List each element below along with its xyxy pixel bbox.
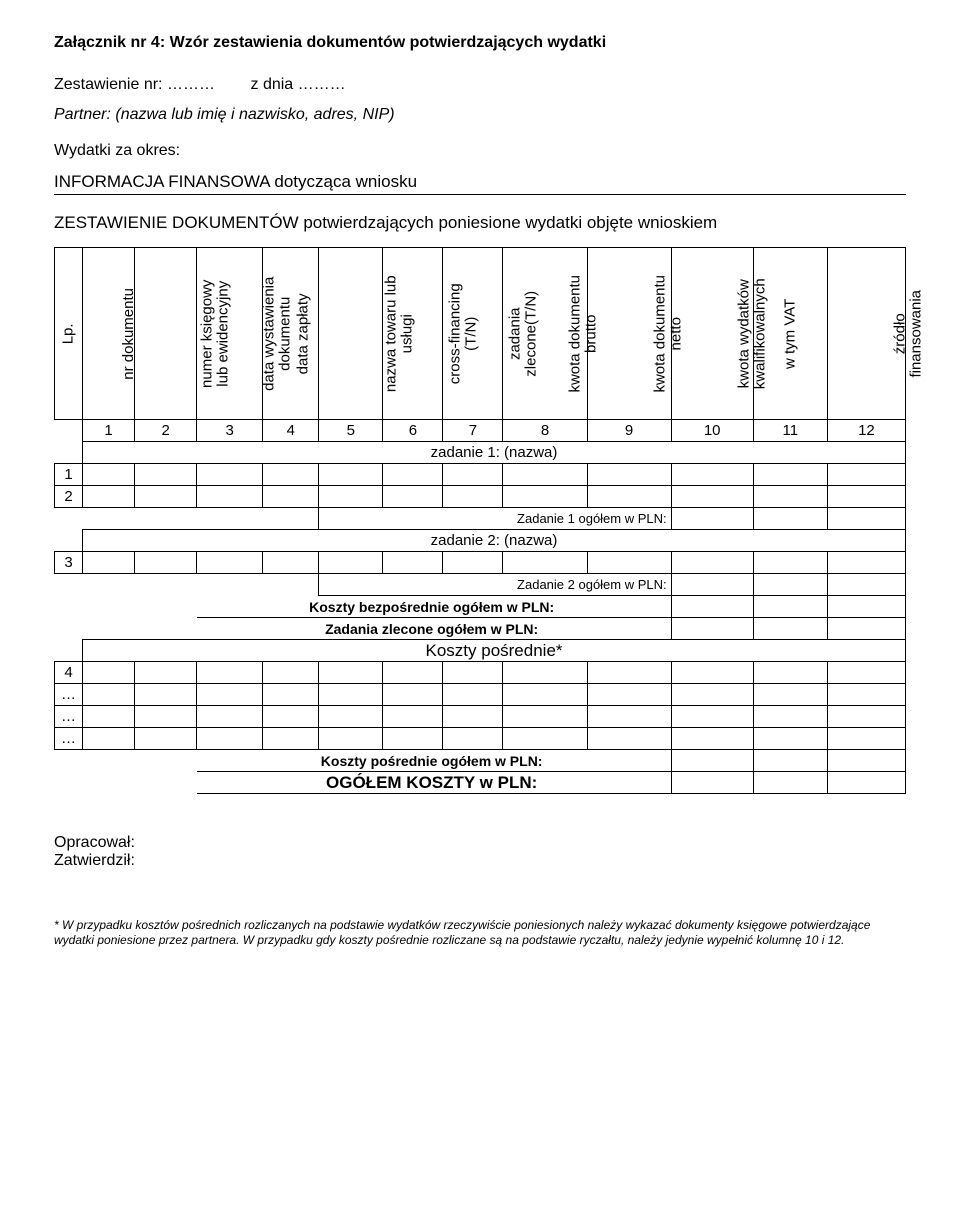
section-zadanie-1: zadanie 1: (nazwa) xyxy=(55,442,906,464)
section-zadanie-2: zadanie 2: (nazwa) xyxy=(55,530,906,552)
colnum: 8 xyxy=(503,420,587,442)
sum-ogolem: OGÓŁEM KOSZTY w PLN: xyxy=(55,772,906,794)
page: Załącznik nr 4: Wzór zestawienia dokumen… xyxy=(0,0,960,1223)
lp-cell: 2 xyxy=(55,486,83,508)
lp-cell: 1 xyxy=(55,464,83,486)
table-row: 2 xyxy=(55,486,906,508)
table-row: 3 xyxy=(55,552,906,574)
zestawienie-line: Zestawienie nr: ……… z dnia ……… xyxy=(54,76,906,94)
partner-text: Partner: (nazwa lub imię i nazwisko, adr… xyxy=(54,106,395,123)
colnum: 12 xyxy=(827,420,905,442)
lp-cell: 4 xyxy=(55,662,83,684)
sum-label: Koszty bezpośrednie ogółem w PLN: xyxy=(197,596,672,618)
lp-cell: … xyxy=(55,706,83,728)
zatwierdzil-line: Zatwierdził: xyxy=(54,852,906,870)
colnum: 9 xyxy=(587,420,671,442)
section-label: Koszty pośrednie* xyxy=(83,640,906,662)
colnum: 4 xyxy=(263,420,319,442)
colnum: 5 xyxy=(319,420,383,442)
zdnia-label: z dnia ……… xyxy=(251,76,346,93)
colnum: 3 xyxy=(197,420,263,442)
colnum: 7 xyxy=(443,420,503,442)
wydatki-line: Wydatki za okres: xyxy=(54,142,906,160)
sum-zadanie-2: Zadanie 2 ogółem w PLN: xyxy=(55,574,906,596)
col-lp: Lp. xyxy=(55,248,83,420)
colnum: 6 xyxy=(383,420,443,442)
table-row: … xyxy=(55,684,906,706)
sum-zadanie-1: Zadanie 1 ogółem w PLN: xyxy=(55,508,906,530)
opracowal-line: Opracował: xyxy=(54,834,906,852)
colnum: 10 xyxy=(671,420,753,442)
sum-koszty-bezposrednie: Koszty bezpośrednie ogółem w PLN: xyxy=(55,596,906,618)
table-row: 1 xyxy=(55,464,906,486)
sum-koszty-posrednie: Koszty pośrednie ogółem w PLN: xyxy=(55,750,906,772)
table-row: … xyxy=(55,728,906,750)
zestawienie-label: Zestawienie nr: ……… xyxy=(54,76,215,93)
sum-label: Koszty pośrednie ogółem w PLN: xyxy=(197,750,672,772)
sum-label: Zadanie 1 ogółem w PLN: xyxy=(319,508,671,530)
section-label: zadanie 2: (nazwa) xyxy=(83,530,906,552)
colnum: 11 xyxy=(753,420,827,442)
col-numer-ksiegowy: numer księgowylub ewidencyjny xyxy=(135,248,197,420)
table-row: … xyxy=(55,706,906,728)
section-koszty-posrednie: Koszty pośrednie* xyxy=(55,640,906,662)
col-kwota-netto: kwota dokumentunetto xyxy=(587,248,671,420)
table-number-row: 1 2 3 4 5 6 7 8 9 10 11 12 xyxy=(55,420,906,442)
col-nazwa-towaru: nazwa towaru lubusługi xyxy=(319,248,383,420)
col-zrodlo: źródłofinansowania xyxy=(827,248,905,420)
colnum: 2 xyxy=(135,420,197,442)
col-nr-dokumentu: nr dokumentu xyxy=(83,248,135,420)
sum-label: Zadania zlecone ogółem w PLN: xyxy=(197,618,672,640)
sum-zadania-zlecone: Zadania zlecone ogółem w PLN: xyxy=(55,618,906,640)
footnote: * W przypadku kosztów pośrednich rozlicz… xyxy=(54,918,906,948)
documents-table: Lp. nr dokumentu numer księgowylub ewide… xyxy=(54,247,906,794)
colnum: 1 xyxy=(83,420,135,442)
lp-cell: … xyxy=(55,728,83,750)
partner-line: Partner: (nazwa lub imię i nazwisko, adr… xyxy=(54,106,906,124)
footer-block: Opracował: Zatwierdził: xyxy=(54,834,906,870)
zestawienie-subhead: ZESTAWIENIE DOKUMENTÓW potwierdzających … xyxy=(54,213,906,233)
lp-cell: … xyxy=(55,684,83,706)
section-label: zadanie 1: (nazwa) xyxy=(83,442,906,464)
lp-cell: 3 xyxy=(55,552,83,574)
informacja-line: INFORMACJA FINANSOWA dotycząca wniosku xyxy=(54,172,906,195)
sum-label: OGÓŁEM KOSZTY w PLN: xyxy=(197,772,672,794)
table-row: 4 xyxy=(55,662,906,684)
table-header-row: Lp. nr dokumentu numer księgowylub ewide… xyxy=(55,248,906,420)
sum-label: Zadanie 2 ogółem w PLN: xyxy=(319,574,671,596)
attachment-title: Załącznik nr 4: Wzór zestawienia dokumen… xyxy=(54,34,906,52)
